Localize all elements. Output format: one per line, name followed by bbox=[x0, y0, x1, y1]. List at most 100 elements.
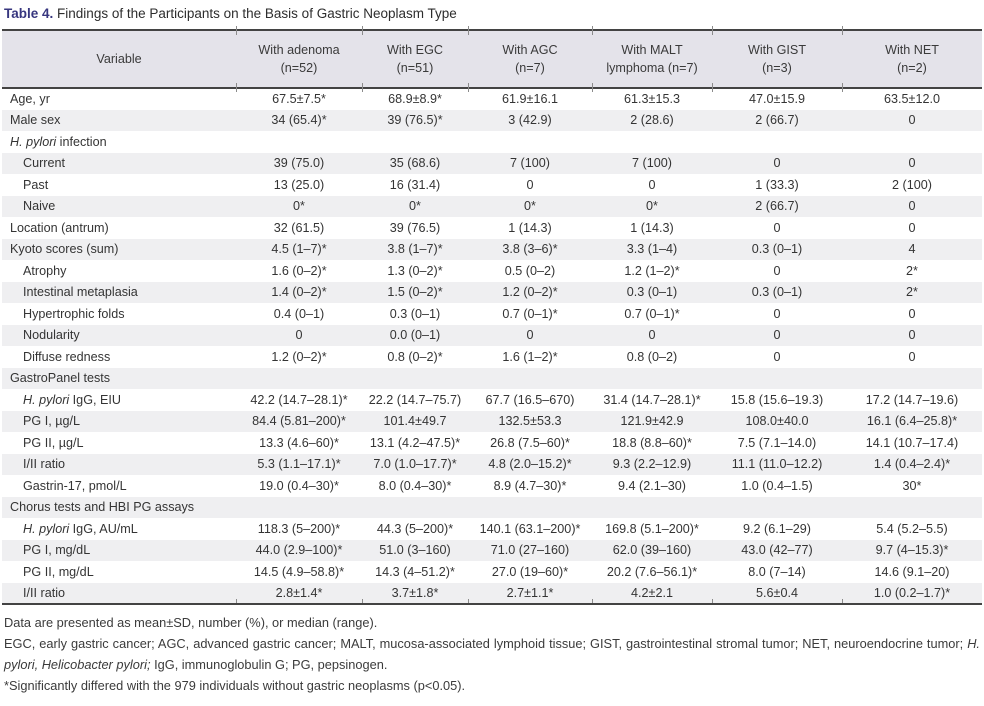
variable-cell: I/II ratio bbox=[23, 457, 65, 472]
variable-cell: Current bbox=[23, 156, 65, 171]
table-row: Current 39 (75.0) 35 (68.6) 7 (100) 7 (100) 0… bbox=[2, 152, 982, 174]
value-cell: 61.3±15.3 bbox=[624, 92, 680, 107]
value-cell: 0 bbox=[295, 328, 303, 343]
table-row: I/II ratio 5.3 (1.1–17.1)* 7.0 (1.0–17.7)*… bbox=[2, 453, 982, 475]
column-header: With MALT lymphoma (n=7) bbox=[591, 25, 712, 91]
value-cell: 132.5±53.3 bbox=[498, 414, 562, 429]
variable-cell: PG II, mg/dL bbox=[23, 564, 94, 579]
table-row: GastroPanel tests bbox=[2, 367, 982, 390]
footnote: Data are presented as mean±SD, number (%… bbox=[4, 615, 378, 630]
value-cell: 16 (31.4) bbox=[389, 177, 441, 192]
value-cell: 42.2 (14.7–28.1)* bbox=[250, 392, 348, 407]
value-cell: 7 (100) bbox=[632, 156, 672, 171]
table-row: Intestinal metaplasia 1.4 (0–2)* 1.5 (0–2)… bbox=[2, 281, 982, 303]
table-row: PG I, µg/L 84.4 (5.81–200)* 101.4±49.7 132.… bbox=[2, 410, 982, 432]
value-cell: 3 (42.9) bbox=[508, 113, 552, 128]
value-cell: 4.2±2.1 bbox=[592, 583, 712, 604]
value-cell: 0.5 (0–2) bbox=[504, 263, 556, 278]
value-cell: 4 bbox=[908, 242, 916, 257]
variable-cell: H. pylori IgG, EIU bbox=[23, 392, 121, 407]
value-cell: 0.3 (0–1) bbox=[751, 242, 803, 257]
value-cell: 1.2 (1–2)* bbox=[624, 263, 680, 278]
variable-cell: PG I, µg/L bbox=[23, 414, 80, 429]
value-cell: 0* bbox=[293, 199, 305, 214]
value-cell bbox=[712, 497, 842, 519]
value-cell: 0 bbox=[908, 220, 916, 235]
value-cell: 2* bbox=[906, 263, 918, 278]
value-cell bbox=[362, 497, 468, 519]
value-cell: 16.1 (6.4–25.8)* bbox=[866, 414, 958, 429]
value-cell: 9.4 (2.1–30) bbox=[618, 478, 686, 493]
value-cell: 1.0 (0.4–1.5) bbox=[741, 478, 813, 493]
value-cell: 0 bbox=[908, 306, 916, 321]
value-cell: 3.3 (1–4) bbox=[626, 242, 678, 257]
variable-cell: Kyoto scores (sum) bbox=[10, 242, 119, 257]
value-cell: 0 bbox=[773, 328, 781, 343]
table-row: Kyoto scores (sum) 4.5 (1–7)* 3.8 (1–7)* 3.… bbox=[2, 238, 982, 260]
value-cell bbox=[362, 368, 468, 390]
value-cell: 8.9 (4.7–30)* bbox=[493, 478, 567, 493]
value-cell: 1.2 (0–2)* bbox=[271, 349, 327, 364]
variable-cell: Nodularity bbox=[23, 328, 80, 343]
variable-cell: Diffuse redness bbox=[23, 349, 111, 364]
value-cell: 3.8 (3–6)* bbox=[502, 242, 558, 257]
value-cell: 2 (66.7) bbox=[755, 199, 799, 214]
value-cell: 26.8 (7.5–60)* bbox=[490, 435, 570, 450]
value-cell: 20.2 (7.6–56.1)* bbox=[606, 564, 698, 579]
findings-table: Variable With adenoma (n=52) With EGC (n=51)… bbox=[2, 25, 982, 605]
value-cell: 68.9±8.9* bbox=[388, 92, 442, 107]
value-cell: 118.3 (5–200)* bbox=[257, 521, 341, 536]
variable-cell: Intestinal metaplasia bbox=[23, 285, 138, 300]
table-row: H. pylori infection bbox=[2, 131, 982, 153]
variable-cell: Location (antrum) bbox=[10, 220, 109, 235]
value-cell: 0.4 (0–1) bbox=[273, 306, 325, 321]
value-cell: 2 (66.7) bbox=[755, 113, 799, 128]
value-cell: 2 (100) bbox=[892, 177, 932, 192]
table-number: Table 4. bbox=[4, 6, 54, 21]
table-row: Past 13 (25.0) 16 (31.4) 0 0 1 (33.3) 2 (100) bbox=[2, 174, 982, 196]
footnote: EGC, early gastric cancer; AGC, advanced… bbox=[4, 636, 980, 672]
value-cell: 0 bbox=[773, 220, 781, 235]
header-row: Variable With adenoma (n=52) With EGC (n=51)… bbox=[2, 25, 982, 91]
variable-cell: Male sex bbox=[10, 113, 61, 128]
table-row: PG I, mg/dL 44.0 (2.9–100)* 51.0 (3–160) 71… bbox=[2, 539, 982, 561]
value-cell: 67.7 (16.5–670) bbox=[485, 392, 575, 407]
value-cell: 0.7 (0–1)* bbox=[624, 306, 680, 321]
value-cell: 169.8 (5.1–200)* bbox=[605, 521, 699, 536]
value-cell bbox=[592, 497, 712, 519]
value-cell: 0.3 (0–1) bbox=[626, 285, 678, 300]
value-cell: 44.3 (5–200)* bbox=[376, 521, 454, 536]
table-row: H. pylori IgG, AU/mL 118.3 (5–200)* 44.3 (… bbox=[2, 518, 982, 540]
variable-cell: PG I, mg/dL bbox=[23, 543, 91, 558]
value-cell: 5.4 (5.2–5.5) bbox=[876, 521, 948, 536]
table-row: Male sex 34 (65.4)* 39 (76.5)* 3 (42.9) 2 (2… bbox=[2, 109, 982, 131]
value-cell: 8.0 (7–14) bbox=[748, 564, 806, 579]
value-cell: 14.5 (4.9–58.8)* bbox=[253, 564, 345, 579]
value-cell: 14.1 (10.7–17.4) bbox=[865, 435, 959, 450]
value-cell: 3.8 (1–7)* bbox=[387, 242, 443, 257]
variable-cell: H. pylori IgG, AU/mL bbox=[23, 521, 138, 536]
table-row: Location (antrum) 32 (61.5) 39 (76.5) 1 (14… bbox=[2, 217, 982, 239]
value-cell: 7 (100) bbox=[510, 156, 550, 171]
value-cell: 15.8 (15.6–19.3) bbox=[730, 392, 824, 407]
value-cell: 61.9±16.1 bbox=[502, 92, 558, 107]
value-cell: 5.3 (1.1–17.1)* bbox=[257, 457, 341, 472]
value-cell: 32 (61.5) bbox=[273, 220, 325, 235]
value-cell: 1.6 (0–2)* bbox=[271, 263, 327, 278]
value-cell: 13.3 (4.6–60)* bbox=[259, 435, 339, 450]
value-cell: 0* bbox=[409, 199, 421, 214]
value-cell: 0 bbox=[773, 263, 781, 278]
value-cell bbox=[712, 131, 842, 153]
value-cell: 101.4±49.7 bbox=[383, 414, 447, 429]
table-row: Naive 0* 0* 0* 0* 2 (66.7) 0 bbox=[2, 195, 982, 217]
variable-cell: Age, yr bbox=[10, 92, 50, 107]
variable-cell: Chorus tests and HBI PG assays bbox=[10, 500, 195, 515]
value-cell: 9.7 (4–15.3)* bbox=[875, 543, 949, 558]
value-cell: 17.2 (14.7–19.6) bbox=[865, 392, 959, 407]
value-cell: 7.0 (1.0–17.7)* bbox=[373, 457, 457, 472]
value-cell: 5.6±0.4 bbox=[712, 583, 842, 604]
variable-cell: Naive bbox=[23, 199, 56, 214]
table-row: Nodularity 0 0.0 (0–1) 0 0 0 0 bbox=[2, 324, 982, 346]
value-cell: 2 (28.6) bbox=[630, 113, 674, 128]
table-row: Atrophy 1.6 (0–2)* 1.3 (0–2)* 0.5 (0–2) 1.2 … bbox=[2, 260, 982, 282]
